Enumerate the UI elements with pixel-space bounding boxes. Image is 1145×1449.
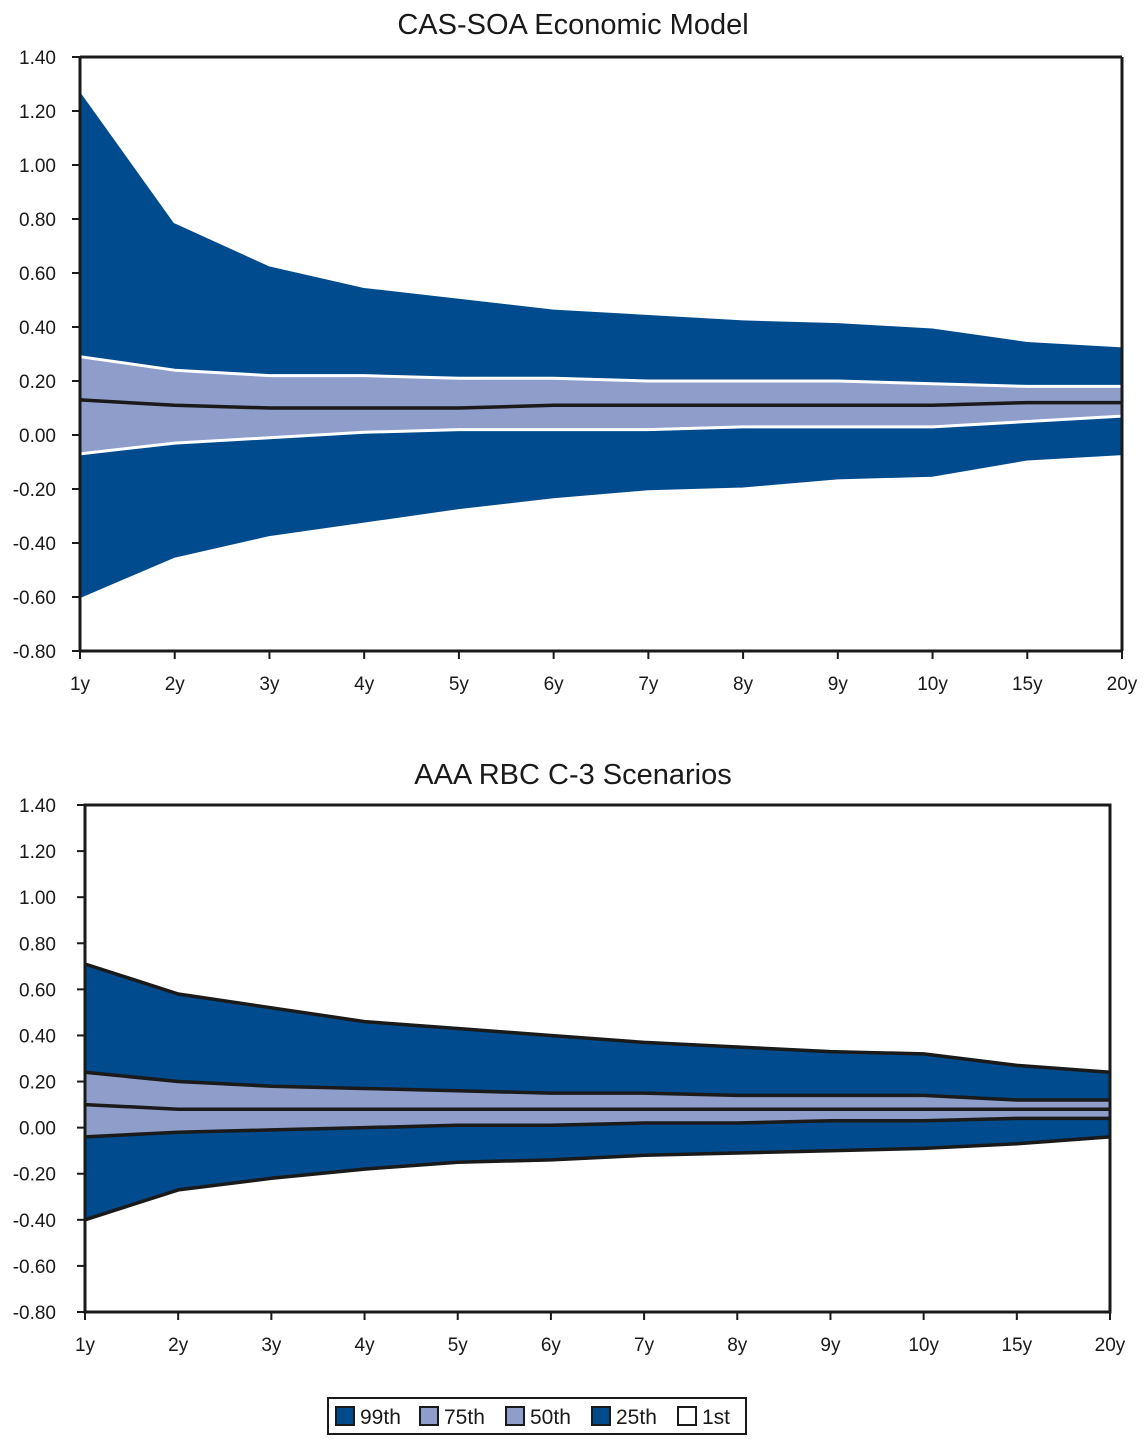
- x-tick-label: 2y: [165, 674, 186, 695]
- y-tick-label: 0.00: [19, 426, 56, 447]
- band-75th-50th: [80, 356, 1122, 408]
- y-tick-label: -0.20: [13, 1165, 56, 1186]
- x-tick-label: 8y: [733, 674, 754, 695]
- series-line-99th: [84, 962, 1111, 1075]
- x-tick-label: 5y: [449, 674, 470, 695]
- y-tick-label: 0.60: [19, 980, 56, 1001]
- series-line-50th: [84, 1102, 1110, 1111]
- x-tick-label: 7y: [638, 674, 659, 695]
- x-tick-label: 1y: [70, 674, 91, 695]
- band-99th-75th: [85, 964, 1110, 1100]
- x-tick-label: 2y: [168, 1335, 189, 1356]
- x-tick-label: 3y: [261, 1335, 282, 1356]
- series-line-99th: [78, 88, 1123, 348]
- y-tick-label: 1.40: [19, 48, 56, 69]
- x-tick-label: 10y: [908, 1335, 939, 1356]
- x-tick-label: 10y: [917, 674, 948, 695]
- y-tick-label: -0.20: [13, 480, 56, 501]
- legend-label: 99th: [360, 1406, 401, 1429]
- y-tick-label: 0.40: [19, 1026, 56, 1047]
- legend-label: 50th: [530, 1406, 571, 1429]
- chart-cas-soa: CAS-SOA Economic Model 1.40 1.20 1.00 0.80 0…: [13, 9, 1138, 695]
- y-tick-label: 1.40: [19, 796, 56, 817]
- band-25th-1st: [85, 1118, 1110, 1220]
- legend-swatch: [591, 1406, 611, 1426]
- x-tick-label: 6y: [541, 1335, 562, 1356]
- y-tick-label: 0.60: [19, 264, 56, 285]
- chart-title: AAA RBC C-3 Scenarios: [414, 759, 732, 791]
- y-tick-label: -0.40: [13, 534, 56, 555]
- y-tick-label: -0.80: [13, 1303, 56, 1324]
- series-line-75th: [84, 1070, 1110, 1102]
- band-99th-75th: [80, 89, 1122, 387]
- x-tick-label: 5y: [448, 1335, 469, 1356]
- chart-aaa-rbc: AAA RBC C-3 Scenarios 1.40 1.20 1.00 0.80 0.…: [13, 759, 1126, 1356]
- y-tick-label: -0.60: [13, 1257, 56, 1278]
- chart-title: CAS-SOA Economic Model: [397, 9, 748, 41]
- legend-label: 1st: [702, 1406, 730, 1429]
- legend: 99th 75th 50th 25th 1st: [327, 1397, 747, 1435]
- x-tick-label: 7y: [634, 1335, 655, 1356]
- plot-frame: [78, 55, 1124, 653]
- band-25th-1st: [80, 416, 1122, 600]
- series-line-1st: [79, 455, 1123, 602]
- band-50th-25th: [85, 1104, 1110, 1137]
- legend-label: 25th: [616, 1406, 657, 1429]
- y-tick-label: 0.20: [19, 1073, 56, 1094]
- series-line-1st: [84, 1135, 1111, 1222]
- x-tick-label: 9y: [828, 674, 849, 695]
- series-line-25th: [79, 414, 1123, 456]
- y-tick-label: 0.40: [19, 318, 56, 339]
- x-tick-label: 15y: [1001, 1335, 1032, 1356]
- x-tick-label: 1y: [75, 1335, 96, 1356]
- x-tick-label: 8y: [727, 1335, 748, 1356]
- y-tick-label: -0.80: [13, 642, 56, 663]
- x-tick-label: 4y: [354, 674, 375, 695]
- legend-box: [327, 1397, 747, 1435]
- plot-frame: [83, 803, 1112, 1314]
- x-tick-label: 9y: [820, 1335, 841, 1356]
- y-tick-label: 0.80: [19, 934, 56, 955]
- legend-swatch: [677, 1406, 697, 1426]
- y-tick-label: -0.40: [13, 1211, 56, 1232]
- legend-label: 75th: [444, 1406, 485, 1429]
- legend-item-50th: 50th: [505, 1406, 571, 1429]
- y-tick-label: 1.20: [19, 102, 56, 123]
- x-tick-label: 20y: [1107, 674, 1138, 695]
- band-50th-25th: [80, 399, 1122, 454]
- y-tick-label: 1.00: [19, 888, 56, 909]
- series-line-50th: [79, 398, 1122, 410]
- x-tick-label: 6y: [544, 674, 565, 695]
- legend-item-1st: 1st: [677, 1406, 730, 1429]
- x-tick-label: 20y: [1095, 1335, 1126, 1356]
- x-tick-label: 15y: [1012, 674, 1043, 695]
- series-line-75th: [79, 355, 1122, 388]
- x-tick-label: 3y: [259, 674, 280, 695]
- y-tick-label: 1.00: [19, 156, 56, 177]
- frame-box: [83, 803, 1112, 1314]
- y-tick-label: 1.20: [19, 842, 56, 863]
- legend-swatch: [419, 1406, 439, 1426]
- series-line-25th: [84, 1116, 1110, 1139]
- band-75th-50th: [85, 1072, 1110, 1110]
- legend-item-75th: 75th: [419, 1406, 485, 1429]
- legend-item-99th: 99th: [335, 1406, 401, 1429]
- legend-swatch: [335, 1406, 355, 1426]
- y-tick-label: -0.60: [13, 588, 56, 609]
- y-tick-label: 0.00: [19, 1119, 56, 1140]
- x-tick-label: 4y: [355, 1335, 376, 1356]
- y-tick-label: 0.20: [19, 372, 56, 393]
- y-tick-label: 0.80: [19, 210, 56, 231]
- legend-item-25th: 25th: [591, 1406, 657, 1429]
- legend-swatch: [505, 1406, 525, 1426]
